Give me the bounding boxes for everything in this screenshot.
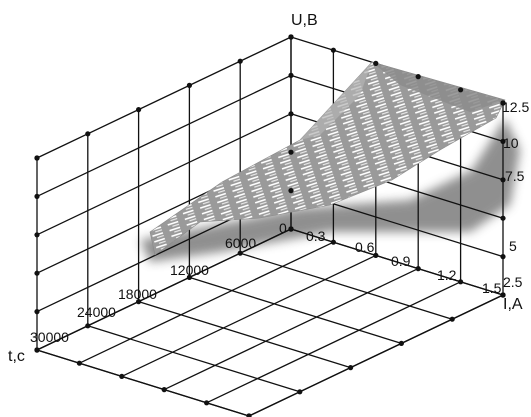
y-tick-label: 18000 [118, 286, 157, 302]
grid-node [500, 100, 506, 106]
grid-node [500, 292, 506, 298]
grid-node [186, 274, 192, 280]
z-tick-label: 5 [509, 238, 517, 254]
grid-node [330, 47, 336, 53]
grid-node [288, 111, 294, 117]
left-wall-gridline [36, 36, 292, 159]
grid-node [186, 82, 192, 88]
x-tick-label: 1.2 [437, 267, 457, 283]
x-tick-label: 0.9 [391, 253, 411, 269]
grid-node [237, 250, 243, 256]
floor-gridline [87, 325, 300, 393]
grid-node [500, 138, 506, 144]
left-wall-gridline [36, 113, 292, 236]
grid-node [288, 34, 294, 40]
left-wall-gridline [36, 228, 292, 351]
grid-node [76, 360, 82, 366]
grid-node [85, 323, 91, 329]
back-wall-gridline [290, 228, 504, 296]
grid-node [34, 270, 40, 276]
floor-gridline [121, 254, 377, 377]
grid-node [288, 149, 294, 155]
x-tick-label: 0 [279, 220, 287, 236]
grid-node [373, 252, 379, 258]
frame-edge [36, 349, 250, 417]
z-tick-label: 10 [503, 135, 519, 151]
z-tick-label: 12.5 [502, 99, 529, 115]
grid-node [34, 193, 40, 199]
grid-node [204, 400, 210, 406]
grid-node [500, 254, 506, 260]
x-axis-title: I,A [503, 296, 523, 313]
grid-node [34, 232, 40, 238]
grid-node [288, 188, 294, 194]
grid-node [348, 365, 354, 371]
floor-gridline [189, 276, 402, 345]
y-tick-label: 12000 [170, 262, 209, 278]
z-tick-label: 7.5 [505, 168, 525, 184]
grid-node [330, 239, 336, 245]
grid-node [34, 155, 40, 161]
grid-node [458, 87, 464, 93]
grid-node [500, 215, 506, 221]
grid-nodes [34, 34, 506, 417]
y-axis-title: t,c [8, 348, 25, 365]
grid-node [500, 177, 506, 183]
x-tick-label: 0.6 [355, 239, 375, 255]
grid-node [415, 266, 421, 272]
floor-gridline [138, 300, 351, 369]
grid-node [288, 72, 294, 78]
grid-node [34, 309, 40, 315]
z-tick-label: 2.5 [503, 274, 523, 290]
grid-node [373, 60, 379, 66]
floor-gridline [206, 281, 461, 404]
grid-node [458, 279, 464, 285]
surface-shadow [140, 118, 520, 262]
x-tick-label: 1.5 [482, 280, 502, 296]
grid-node [398, 340, 404, 346]
grid-node [297, 389, 303, 395]
x-tick-label: 0.3 [306, 228, 326, 244]
floor-gridline [240, 252, 453, 320]
frame-edge [248, 294, 504, 417]
grid-node [85, 131, 91, 137]
left-wall-gridline [36, 74, 292, 197]
grid-node [136, 107, 142, 113]
y-tick-label: 24000 [77, 304, 116, 320]
grid-node [449, 316, 455, 322]
floor-gridline [79, 241, 334, 364]
floor-gridline [163, 268, 419, 391]
data-surface [149, 61, 506, 256]
grid-node [237, 58, 243, 64]
grid-node [34, 347, 40, 353]
grid-node [136, 299, 142, 305]
grid-node [288, 226, 294, 232]
grid-node [161, 387, 167, 393]
y-tick-label: 6000 [225, 235, 256, 251]
grid-node [119, 373, 125, 379]
y-tick-label: 30000 [30, 329, 69, 345]
grid-node [246, 413, 252, 417]
z-axis-title: U,B [291, 12, 318, 29]
grid-node [415, 74, 421, 80]
